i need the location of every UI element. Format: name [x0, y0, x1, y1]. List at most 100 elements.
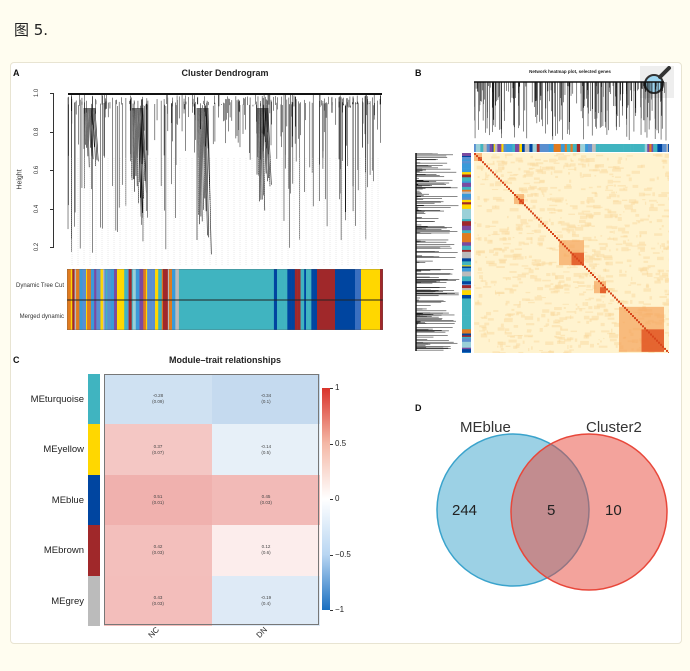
heatmap-cell [551, 249, 559, 251]
heatmap-cell [539, 208, 545, 212]
correlation-value: -0.34 [260, 393, 272, 399]
heatmap-cell [647, 214, 650, 218]
heatmap-diagonal [534, 214, 536, 217]
heatmap-diagonal [562, 243, 564, 246]
heatmap-cell [507, 178, 517, 181]
heatmap-cell [577, 225, 580, 227]
heatmap-cell [569, 349, 574, 351]
heatmap-diagonal [528, 208, 530, 211]
heatmap-cell [621, 300, 627, 303]
heatmap-cell [656, 201, 658, 204]
heatmap-diagonal [542, 222, 544, 225]
heatmap-diagonal [612, 294, 614, 297]
heatmap-cell [531, 261, 540, 266]
module-color-segment [462, 346, 471, 349]
heatmap-cell [604, 214, 613, 219]
module-color-segment [580, 144, 586, 152]
heatmap-cell [505, 155, 507, 159]
heatmap-cell [657, 242, 659, 245]
heatmap-cell [485, 172, 487, 176]
module-row-label: MEblue [51, 494, 84, 506]
module-color-segment [462, 172, 471, 175]
heatmap-cell [485, 281, 488, 286]
heatmap-cell [637, 221, 641, 224]
heatmap-cell [492, 160, 495, 164]
heatmap-diagonal [568, 249, 570, 252]
heatmap-cell [569, 345, 573, 348]
heatmap-cell [548, 218, 551, 222]
heatmap-cell [534, 229, 541, 234]
heatmap-cell [525, 225, 531, 228]
colorbar-tick-label: 1 [335, 383, 340, 392]
heatmap-cell [614, 308, 622, 310]
heatmap-cell [493, 247, 502, 251]
heatmap-cell [585, 158, 595, 162]
colorbar [322, 388, 330, 610]
heatmap-left-color-bar [462, 153, 471, 353]
heatmap-cell [503, 181, 512, 185]
heatmap-cell [488, 338, 490, 343]
heatmap-cell [516, 312, 523, 315]
y-tick-mark [50, 170, 54, 171]
heatmap-cell [508, 277, 511, 280]
heatmap-cell [601, 168, 608, 172]
heatmap-cell [625, 242, 633, 247]
heatmap-cell [496, 199, 505, 202]
module-color-segment [462, 191, 471, 195]
dendrogram-branch [265, 107, 269, 178]
heatmap-cell [563, 166, 565, 169]
heatmap-cell [654, 280, 661, 284]
module-color-segment [508, 144, 513, 152]
heatmap-cell [510, 335, 516, 338]
heatmap-cell [624, 290, 631, 294]
heatmap-cell [563, 271, 570, 273]
heatmap-cell [667, 175, 669, 179]
heatmap-cell [475, 251, 481, 256]
module-color-segment [462, 271, 471, 277]
module-color-segment [556, 144, 558, 152]
heatmap-cell [509, 289, 517, 292]
heatmap-diagonal [476, 155, 478, 158]
heatmap-cell [492, 220, 499, 224]
heatmap-cell [585, 299, 592, 301]
heatmap-cell [572, 153, 577, 157]
heatmap-diagonal [616, 298, 618, 301]
heatmap-diagonal [648, 331, 650, 334]
heatmap-cell [538, 223, 547, 228]
heatmap-cell [544, 302, 552, 305]
heatmap-cell [631, 170, 640, 174]
heatmap-cell [593, 280, 598, 282]
module-color-segment [462, 259, 471, 262]
heatmap-cell [529, 268, 532, 270]
dendrogram-branch [261, 107, 264, 196]
heatmap-cell [515, 313, 519, 316]
heatmap-cell [566, 229, 568, 232]
correlation-value: -0.28 [152, 393, 164, 399]
heatmap-diagonal [574, 255, 576, 258]
heatmap-cell [564, 185, 572, 189]
heatmap-cell [491, 156, 500, 159]
heatmap-cell [595, 164, 604, 168]
heatmap-cell [565, 316, 574, 319]
heatmap-cell [545, 166, 553, 169]
heatmap-cell [536, 162, 544, 165]
dendrogram-branch [89, 107, 93, 157]
heatmap-cell [603, 256, 613, 261]
heatmap-diagonal [536, 216, 538, 219]
module-color-bars [67, 269, 383, 330]
heatmap-cell [523, 182, 530, 185]
heatmap-cell [516, 343, 521, 346]
heatmap-cell [518, 241, 525, 245]
dendrogram-branch [202, 107, 206, 199]
heatmap-cell [585, 336, 588, 339]
correlation-value: 0.37 [153, 443, 163, 449]
heatmap-cell [611, 328, 613, 333]
heatmap-cell [605, 189, 613, 191]
heatmap-cell [643, 188, 652, 191]
heatmap-cell [481, 317, 484, 319]
heatmap-cell [595, 255, 599, 258]
heatmap-cell [526, 331, 531, 333]
heatmap-cell [556, 265, 564, 268]
heatmap-cell [518, 232, 523, 235]
module-color-segment [557, 144, 562, 152]
